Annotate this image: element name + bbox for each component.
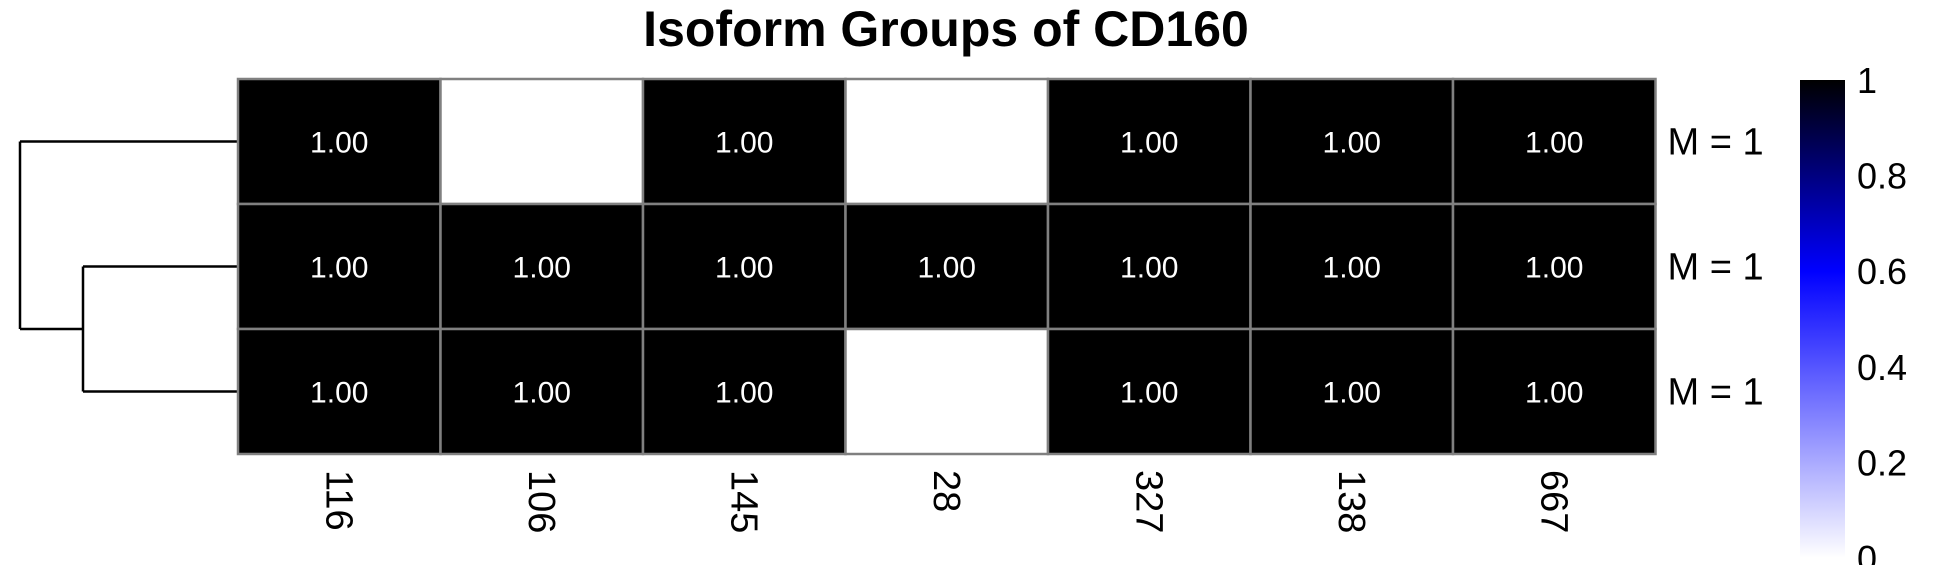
cell-value-label: 1.00 [1323,377,1381,410]
cell-value-label: 1.00 [715,127,773,160]
cell-value-label: 1.00 [1120,127,1178,160]
heatmap-cell [236,202,442,331]
column-label: 138 [1330,470,1372,533]
heatmap-cell [844,77,1050,206]
color-scale-tick-label: 0 [1857,538,1877,565]
row-label: M = 1 [1668,122,1764,164]
heatmap-cell [439,202,645,331]
color-scale-legend: 1 0.8 0.6 0.4 0.2 0 [1800,60,1907,565]
color-scale-tick-label: 0.6 [1857,251,1907,292]
column-label: 116 [317,470,359,531]
cell-value-label: 1.00 [715,252,773,285]
column-label: 145 [722,470,764,533]
color-scale-tick-label: 0.2 [1857,442,1907,483]
column-label: 327 [1127,470,1169,533]
row-label: M = 1 [1668,372,1764,414]
color-scale-tick-label: 0.4 [1857,347,1907,388]
cell-value-label: 1.00 [310,127,368,160]
cell-value-label: 1.00 [918,252,976,285]
column-label: 667 [1532,470,1574,533]
heatmap-cell [1249,327,1455,456]
heatmap-cell [1451,327,1657,456]
color-scale-bar [1800,80,1845,558]
row-label: M = 1 [1668,247,1764,289]
cell-value-label: 1.00 [1120,377,1178,410]
heatmap-cells: 1.00 1.00 1.00 1.00 1.00 1.00 1.00 1.00 1.00 1.00… [236,77,1657,456]
column-labels: 116 106 145 28 327 138 667 [317,470,1574,533]
color-scale-tick-label: 1 [1857,60,1877,101]
column-label: 106 [520,470,562,533]
heatmap-cell [439,77,645,206]
cell-value-label: 1.00 [1120,252,1178,285]
cell-value-label: 1.00 [310,252,368,285]
heatmap-cell [1046,202,1252,331]
row-dendrogram [18,140,238,393]
heatmap-cell [1249,202,1455,331]
cell-value-label: 1.00 [1525,252,1583,285]
cell-value-label: 1.00 [1525,127,1583,160]
heatmap-cell [1451,77,1657,206]
heatmap-cell [1249,77,1455,206]
cell-value-label: 1.00 [1323,252,1381,285]
cell-value-label: 1.00 [513,377,571,410]
column-label: 28 [925,470,967,512]
chart-title: Isoform Groups of CD160 [643,1,1249,57]
heatmap-cell [1451,202,1657,331]
cell-value-label: 1.00 [1525,377,1583,410]
cell-value-label: 1.00 [310,377,368,410]
heatmap-cell [641,202,847,331]
cell-value-label: 1.00 [513,252,571,285]
heatmap-cell [439,327,645,456]
heatmap-cell [236,327,442,456]
color-scale-tick-label: 0.8 [1857,156,1907,197]
heatmap-cell [844,327,1050,456]
cell-value-label: 1.00 [715,377,773,410]
row-labels: M = 1 M = 1 M = 1 [1668,122,1764,414]
cell-value-label: 1.00 [1323,127,1381,160]
